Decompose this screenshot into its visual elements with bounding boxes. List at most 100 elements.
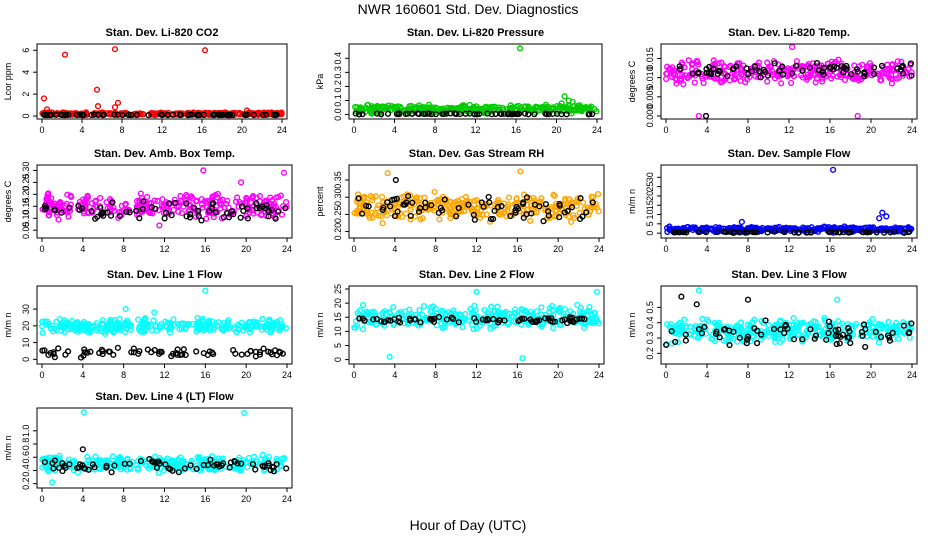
data-point	[58, 111, 66, 119]
data-point	[811, 335, 818, 342]
data-point	[667, 321, 675, 328]
data-point	[818, 78, 826, 85]
panel-6: Stan. Dev. Sample Flow m/m n 0 4 8 12 16 20 24 0 5…	[627, 148, 918, 254]
data-point	[836, 340, 843, 347]
x-tick-label: 0	[351, 370, 356, 380]
data-point	[260, 345, 267, 352]
data-point	[718, 59, 725, 66]
data-point	[93, 86, 101, 93]
panel-7: Stan. Dev. Line 1 Flow m/m n 0 4 8 12 16 20 24 0 1…	[3, 269, 293, 380]
data-point	[400, 201, 407, 208]
data-point	[216, 111, 223, 118]
data-point	[89, 323, 97, 330]
data-point	[203, 215, 210, 222]
data-point	[744, 336, 751, 343]
data-point	[407, 206, 414, 213]
data-point	[158, 320, 165, 328]
data-point	[148, 349, 155, 356]
data-point	[425, 101, 433, 108]
data-point	[195, 207, 202, 214]
data-point	[732, 75, 739, 82]
data-point	[80, 409, 87, 416]
x-tick-label: 4	[704, 370, 709, 380]
data-point	[520, 214, 527, 221]
y-tick-label: 0.4	[333, 52, 343, 65]
x-tick-label: 8	[119, 125, 124, 135]
data-point	[482, 103, 490, 110]
data-point	[709, 62, 716, 69]
data-point	[736, 334, 743, 341]
data-point	[105, 348, 112, 355]
data-point	[244, 464, 251, 471]
data-point	[900, 322, 907, 329]
data-point	[122, 305, 129, 313]
data-point	[207, 456, 214, 463]
data-point	[45, 320, 52, 327]
data-point	[736, 60, 743, 67]
x-tick-label: 20	[241, 244, 251, 254]
y-tick-label: 0.05	[21, 221, 31, 239]
data-point	[459, 324, 466, 331]
data-point	[701, 323, 708, 331]
data-point	[877, 324, 884, 332]
data-point	[870, 64, 878, 71]
data-point	[58, 327, 65, 334]
data-point	[555, 307, 562, 314]
data-point	[526, 194, 533, 201]
data-point	[795, 327, 802, 334]
data-point	[152, 205, 159, 212]
data-point	[770, 326, 778, 333]
x-tick-label: 16	[512, 244, 522, 254]
panel-8: Stan. Dev. Line 2 Flow m/m n 0 4 8 12 16 20 24 0 5…	[315, 269, 605, 380]
data-point	[580, 104, 587, 112]
y-tick-label: 0.30	[21, 162, 31, 180]
data-point	[199, 318, 206, 325]
data-point	[574, 301, 581, 309]
data-point	[874, 70, 881, 77]
data-point	[795, 226, 802, 233]
data-point	[406, 315, 413, 322]
data-point	[887, 229, 894, 236]
data-point	[588, 193, 595, 200]
data-point	[211, 210, 218, 217]
data-point	[80, 352, 87, 359]
panel-title: Stan. Dev. Li-820 Temp.	[728, 27, 850, 39]
data-point	[212, 209, 219, 216]
data-point	[91, 111, 98, 118]
data-point	[133, 111, 141, 119]
panel-3: Stan. Dev. Li-820 Temp. degrees C 0 4 8 12 16 2…	[627, 27, 918, 135]
data-points	[39, 46, 285, 119]
data-point	[452, 213, 460, 220]
data-point	[392, 176, 399, 184]
data-point	[446, 198, 453, 205]
data-point	[455, 319, 462, 326]
data-point	[359, 301, 367, 309]
y-tick-label: 0.35	[333, 171, 343, 189]
data-point	[666, 67, 674, 74]
data-point	[591, 309, 598, 317]
data-points	[663, 44, 915, 119]
data-point	[386, 353, 393, 360]
data-point	[135, 316, 142, 323]
data-point	[565, 213, 572, 220]
panel-2: Stan. Dev. Li-820 Pressure kPa 0 4 8 12 16 20 24…	[315, 27, 603, 135]
y-tick-label: 0.4	[21, 464, 31, 477]
data-point	[428, 111, 435, 118]
y-tick-label: 25	[645, 182, 655, 192]
y-tick-label: 0.15	[21, 198, 31, 216]
data-point	[154, 197, 161, 205]
data-point	[877, 334, 885, 341]
data-point	[471, 216, 478, 223]
data-point	[378, 318, 385, 325]
data-point	[695, 326, 703, 333]
data-point	[844, 334, 851, 341]
data-point	[515, 110, 522, 117]
data-point	[538, 304, 545, 311]
data-point	[281, 455, 288, 462]
data-point	[355, 210, 362, 217]
data-point	[130, 349, 137, 356]
data-point	[45, 190, 52, 197]
data-point	[210, 111, 217, 119]
data-point	[764, 229, 771, 236]
data-point	[890, 228, 898, 235]
